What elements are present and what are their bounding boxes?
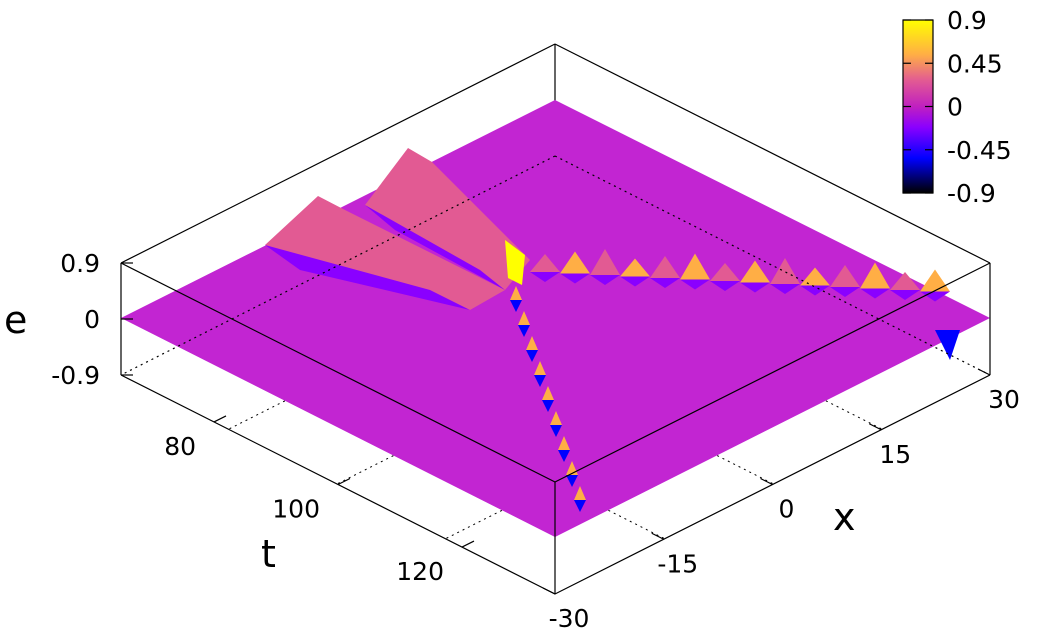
x-axis-ticks: -30 -15 0 15 30: [542, 368, 1020, 633]
surface-ridge: [740, 260, 770, 283]
surface-ridge: [542, 400, 554, 412]
x-tick-label: 0: [779, 495, 795, 524]
surface-ridge: [830, 265, 860, 287]
surface-ridge: [574, 486, 586, 500]
z-tick-label: 0: [84, 305, 100, 334]
t-tick-label: 120: [396, 557, 444, 586]
x-tick-label: 15: [879, 440, 911, 469]
x-tick-label: -15: [657, 549, 698, 578]
colorbar-tick-label: -0.45: [947, 136, 1012, 165]
surface-ridge: [830, 287, 860, 297]
surface-ridge: [365, 148, 530, 290]
x-tick-label: 30: [988, 385, 1020, 414]
surface-ridge: [710, 281, 740, 291]
surface-ridge: [530, 254, 560, 272]
x-tick-mark: [868, 423, 882, 431]
surface-ridge: [550, 411, 562, 425]
surface-ridge: [650, 256, 680, 278]
surface-ridge: [890, 290, 920, 300]
surface-ridge: [518, 311, 530, 325]
surface-sheet: [121, 100, 990, 537]
surface-ridge: [620, 258, 650, 277]
t-tick-label: 80: [164, 432, 196, 461]
surface-ridge: [740, 282, 770, 293]
surface-ridge: [542, 386, 554, 400]
surface-ridge: [620, 276, 650, 287]
colorbar-tick-label: 0.45: [947, 49, 1003, 78]
surface-ridge: [890, 272, 920, 290]
surface-ridge: [558, 450, 570, 462]
surface-ridge: [710, 263, 740, 281]
surface-ridge: [860, 288, 890, 299]
surface-ridge: [920, 269, 950, 292]
surface-ridge: [526, 336, 538, 350]
surface-ridge: [560, 251, 590, 274]
surface-ridge: [574, 500, 586, 512]
surface-ridge: [770, 284, 800, 294]
colorbar-tick-label: -0.9: [947, 179, 996, 208]
surface-ridge: [560, 273, 590, 284]
t-axis-label: t: [261, 532, 276, 576]
surface-ridge: [265, 245, 470, 310]
surface-ridge: [650, 278, 680, 288]
surface-ridge: [860, 262, 890, 289]
colorbar: 0.9 0.45 0 -0.45 -0.9: [902, 6, 1012, 208]
surface-ridge: [365, 205, 505, 290]
surface-ridge: [530, 272, 560, 282]
t-tick-mark: [337, 477, 351, 486]
surface-ridge: [566, 475, 578, 487]
surface-ridge: [518, 325, 530, 337]
t-tick-label: 100: [272, 495, 320, 524]
x-tick-label: -30: [549, 604, 590, 633]
x-tick-mark: [651, 532, 665, 540]
z-axis-ticks: 0.9 0 -0.9: [51, 249, 133, 390]
surface-ridge: [680, 279, 710, 290]
x-tick-mark: [977, 368, 991, 376]
colorbar-tick-label: 0: [947, 93, 963, 122]
t-axis-ticks: 80 100 120: [164, 415, 475, 586]
surface-ridge: [510, 286, 522, 300]
surface-ridge: [534, 375, 546, 387]
x-axis-label: x: [833, 495, 856, 539]
surface-ridge: [935, 330, 960, 360]
surface-ridge: [558, 436, 570, 450]
surface-ridge: [526, 350, 538, 362]
surface-ridge: [550, 425, 562, 437]
surface-ridge: [265, 196, 505, 310]
t-tick-mark: [213, 415, 227, 423]
surface-ridge: [534, 361, 546, 375]
surface-ridge: [770, 258, 800, 284]
surface-ridge: [590, 275, 620, 285]
colorbar-tick-label: 0.9: [947, 6, 987, 35]
x-tick-mark: [542, 587, 556, 595]
surface-ridge: [505, 240, 525, 285]
surface-ridge: [800, 285, 830, 296]
surface-ridge: [680, 253, 710, 280]
surface-ridge: [800, 267, 830, 286]
z-axis-label: e: [4, 298, 27, 342]
surface-features: [265, 148, 960, 512]
surface-ridge: [510, 300, 522, 312]
z-tick-label: -0.9: [51, 361, 100, 390]
surface-ridge: [590, 249, 620, 275]
x-tick-mark: [760, 477, 773, 486]
t-tick-mark: [461, 540, 475, 548]
z-tick-label: 0.9: [60, 249, 100, 278]
colorbar-ticks: 0.9 0.45 0 -0.45 -0.9: [903, 6, 1012, 208]
